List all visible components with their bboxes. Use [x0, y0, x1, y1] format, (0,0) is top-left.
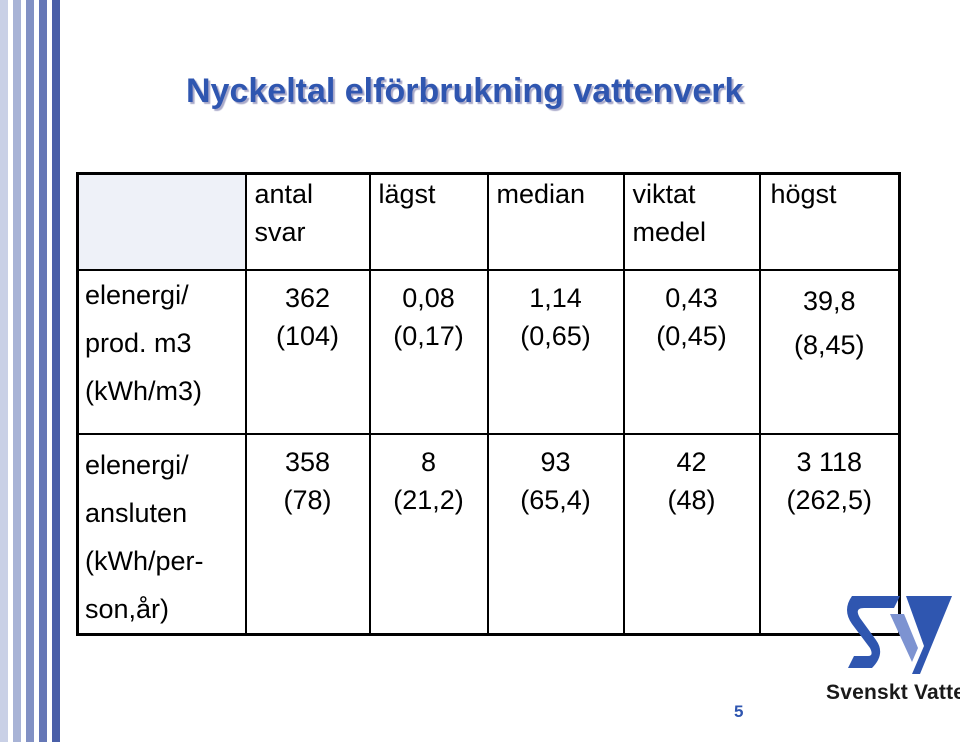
cell-value: 358 — [284, 446, 331, 477]
cell-value: 42 — [676, 446, 707, 477]
table-cell: 93 (65,4) — [486, 432, 625, 635]
stripe — [13, 0, 21, 742]
cell-value: 1,14 — [529, 282, 582, 313]
slide-title: Nyckeltal elförbrukning vattenverk — [186, 72, 744, 110]
cell-value-parenthetical: (65,4) — [520, 484, 591, 515]
cell-value-parenthetical: (262,5) — [786, 484, 873, 515]
row-label-line: elenergi/ — [85, 279, 189, 310]
row-label-line: (kWh/per- — [85, 545, 204, 576]
cell-value-parenthetical: (0,17) — [393, 320, 464, 351]
row-label-line: son,år) — [85, 593, 170, 624]
column-header-antal-svar: antal svar — [244, 172, 371, 271]
cell-value-parenthetical: (21,2) — [393, 484, 464, 515]
cell-value: 39,8 — [802, 285, 856, 316]
row-label-line: elenergi/ — [85, 449, 189, 480]
cell-value: 8 — [420, 446, 437, 477]
cell-value: 93 — [540, 446, 571, 477]
cell-value-parenthetical: (104) — [275, 320, 340, 351]
column-header-viktat-medel: viktat medel — [622, 172, 761, 271]
cell-value-parenthetical: (0,45) — [656, 320, 727, 351]
cell-value-parenthetical: (48) — [667, 484, 716, 515]
header-line: antal — [254, 179, 314, 209]
header-line: svar — [254, 217, 306, 247]
stripe — [34, 0, 39, 742]
cell-value: 0,43 — [665, 282, 718, 313]
column-header-lagst: lägst — [368, 172, 489, 271]
stripe — [47, 0, 52, 742]
cell-value-parenthetical: (78) — [283, 484, 332, 515]
stripe — [52, 0, 60, 742]
cell-value: 3 118 — [796, 446, 863, 477]
stripe — [0, 0, 8, 742]
table-cell: 0,43 (0,45) — [622, 268, 761, 435]
cell-value: 362 — [284, 282, 331, 313]
column-header-median: median — [486, 172, 625, 271]
stripe — [39, 0, 47, 742]
column-header-hogst: högst — [758, 172, 901, 271]
stripe — [26, 0, 34, 742]
row-label-line: prod. m3 — [85, 327, 192, 358]
row-label-line: (kWh/m3) — [85, 375, 202, 406]
table-row: elenergi/ prod. m3 (kWh/m3) 362 (104) 0,… — [76, 268, 901, 435]
header-line: median — [496, 179, 586, 209]
table-cell: 1,14 (0,65) — [486, 268, 625, 435]
table-row: elenergi/ ansluten (kWh/per- son,år) 358… — [76, 432, 901, 635]
cell-value-parenthetical: (8,45) — [793, 329, 865, 360]
header-line: högst — [770, 179, 837, 209]
header-line: medel — [632, 217, 707, 247]
table-header-row: antal svar lägst median viktat medel hög… — [76, 172, 901, 271]
header-line: lägst — [378, 179, 436, 209]
table-corner-cell — [76, 172, 247, 271]
row-label-per-m3: elenergi/ prod. m3 (kWh/m3) — [76, 268, 247, 435]
table-cell: 362 (104) — [244, 268, 371, 435]
table-cell: 8 (21,2) — [368, 432, 489, 635]
brand-name: Svenskt Vatten — [826, 681, 960, 704]
key-figures-table: antal svar lägst median viktat medel hög… — [76, 172, 901, 636]
header-line: viktat — [632, 179, 696, 209]
table-cell: 39,8 (8,45) — [758, 268, 901, 435]
cell-value-parenthetical: (0,65) — [520, 320, 591, 351]
table-cell: 42 (48) — [622, 432, 761, 635]
table-cell: 0,08 (0,17) — [368, 268, 489, 435]
page-number: 5 — [734, 702, 744, 721]
row-label-per-person: elenergi/ ansluten (kWh/per- son,år) — [76, 432, 247, 635]
stripe — [8, 0, 13, 742]
row-label-line: ansluten — [85, 497, 188, 528]
cell-value: 0,08 — [402, 282, 455, 313]
table-cell: 358 (78) — [244, 432, 371, 635]
stripe — [21, 0, 26, 742]
decorative-stripes — [0, 0, 60, 742]
svenskt-vatten-logo-icon — [847, 596, 952, 674]
